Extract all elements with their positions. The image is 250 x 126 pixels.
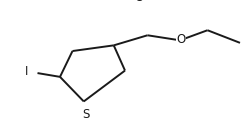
Text: O: O <box>134 0 143 4</box>
Text: O: O <box>176 33 186 46</box>
Text: I: I <box>25 65 29 78</box>
Text: S: S <box>82 107 90 121</box>
